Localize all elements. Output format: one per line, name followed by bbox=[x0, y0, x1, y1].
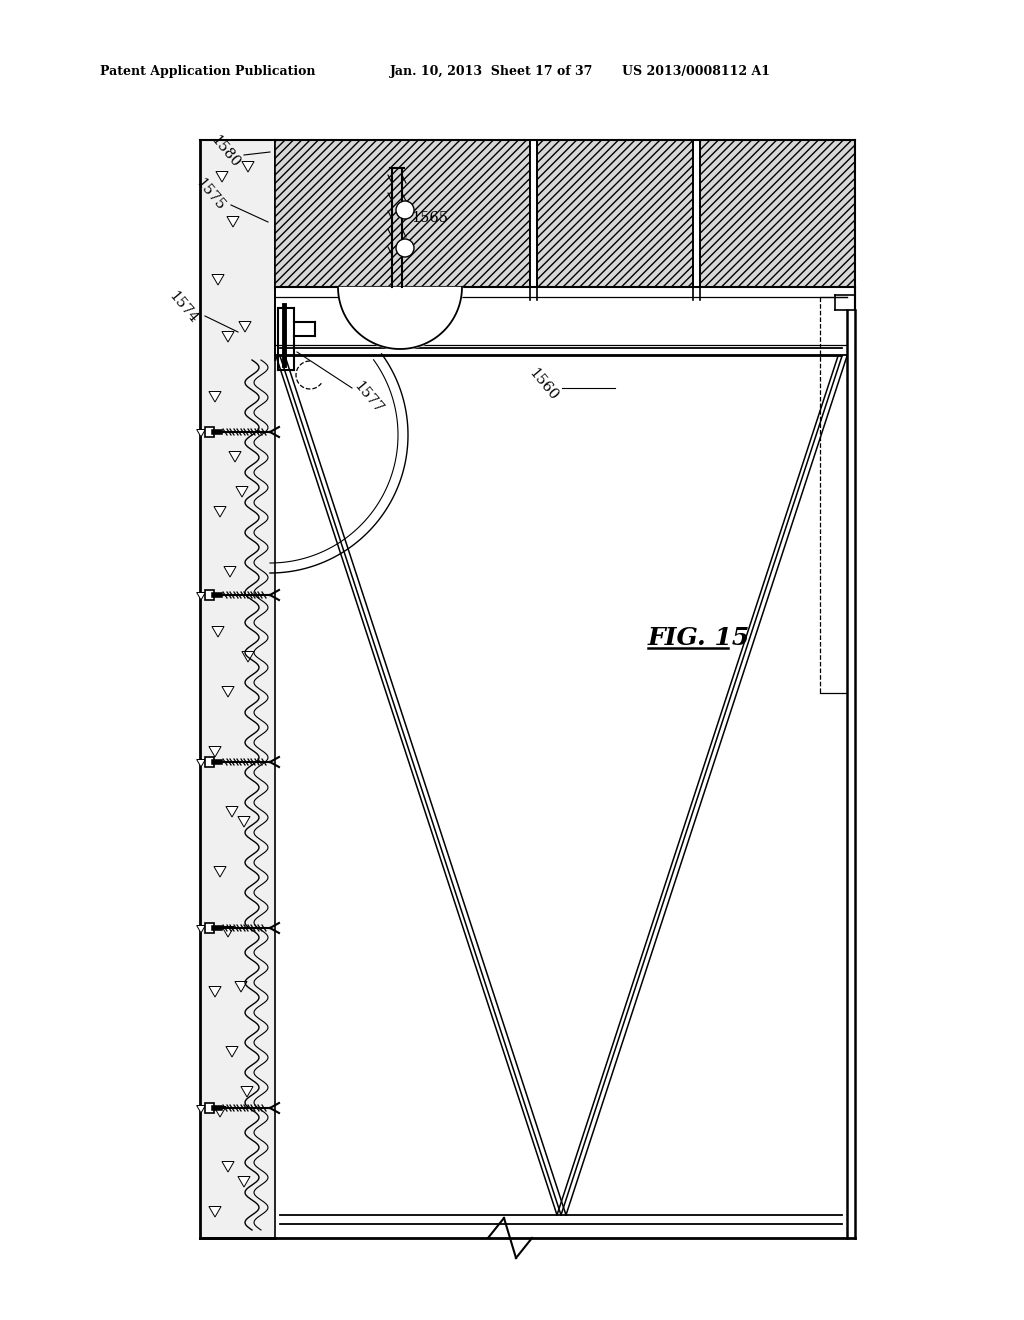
Text: 1580: 1580 bbox=[208, 133, 243, 170]
Text: 1575: 1575 bbox=[193, 177, 227, 214]
Text: Patent Application Publication: Patent Application Publication bbox=[100, 66, 315, 78]
Bar bbox=[537, 140, 693, 286]
Bar bbox=[205, 756, 214, 767]
Circle shape bbox=[396, 239, 414, 257]
Text: US 2013/0008112 A1: US 2013/0008112 A1 bbox=[622, 66, 770, 78]
Bar bbox=[205, 426, 214, 437]
Bar bbox=[205, 923, 214, 933]
Bar bbox=[200, 140, 275, 1238]
Bar bbox=[205, 1104, 214, 1113]
Text: Jan. 10, 2013  Sheet 17 of 37: Jan. 10, 2013 Sheet 17 of 37 bbox=[390, 66, 593, 78]
Bar bbox=[700, 140, 855, 286]
Text: 1574: 1574 bbox=[166, 289, 201, 326]
Text: 1560: 1560 bbox=[525, 366, 560, 404]
Text: FIG. 15: FIG. 15 bbox=[648, 626, 751, 649]
Text: 1565: 1565 bbox=[412, 211, 449, 224]
Bar bbox=[275, 140, 530, 286]
Bar bbox=[205, 590, 214, 601]
Text: 1577: 1577 bbox=[351, 379, 385, 417]
Circle shape bbox=[396, 201, 414, 219]
